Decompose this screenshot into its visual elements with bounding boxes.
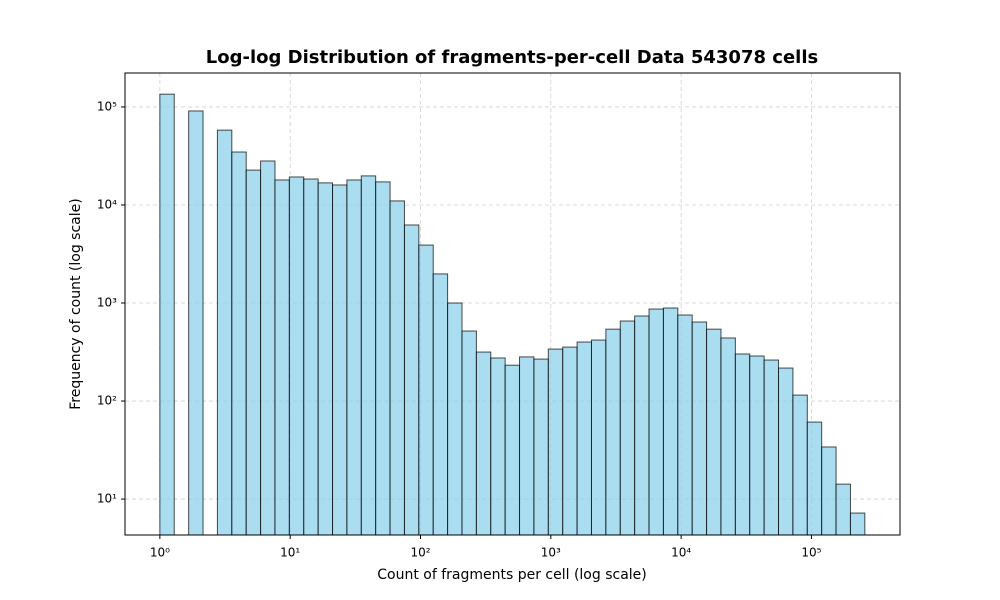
bar bbox=[576, 341, 592, 536]
bar bbox=[835, 483, 851, 536]
plot-frame bbox=[124, 72, 901, 536]
bar bbox=[432, 273, 449, 536]
bar bbox=[317, 182, 334, 536]
bar bbox=[634, 315, 650, 536]
bar bbox=[821, 446, 837, 536]
x-tick-label: 10⁵ bbox=[801, 546, 821, 560]
bar bbox=[288, 176, 305, 536]
x-tick-label: 10² bbox=[410, 546, 430, 560]
bar bbox=[763, 359, 780, 536]
bar bbox=[648, 308, 664, 536]
bar bbox=[346, 179, 362, 536]
bar bbox=[547, 348, 564, 536]
bar bbox=[720, 337, 736, 536]
bar bbox=[490, 357, 506, 536]
x-tick-label: 10⁰ bbox=[150, 546, 170, 560]
bar bbox=[418, 244, 434, 536]
x-axis-label: Count of fragments per cell (log scale) bbox=[377, 567, 647, 583]
bar bbox=[375, 181, 391, 536]
y-tick-label: 10² bbox=[97, 394, 117, 408]
y-axis-label: Frequency of count (log scale) bbox=[68, 198, 84, 409]
bar bbox=[706, 328, 722, 536]
bar bbox=[533, 358, 549, 536]
bar bbox=[504, 364, 521, 536]
bar bbox=[231, 151, 247, 536]
bar bbox=[806, 421, 823, 536]
bar bbox=[461, 330, 477, 536]
bar bbox=[389, 200, 405, 536]
bar bbox=[188, 110, 204, 536]
bar bbox=[360, 175, 377, 536]
bar bbox=[475, 351, 492, 536]
bar bbox=[332, 184, 348, 536]
y-tick-label: 10³ bbox=[97, 296, 117, 310]
bar bbox=[159, 93, 175, 536]
bar bbox=[216, 129, 233, 536]
bar bbox=[778, 367, 794, 536]
x-tick-label: 10⁴ bbox=[671, 546, 691, 560]
bar bbox=[605, 328, 621, 536]
bar bbox=[245, 169, 262, 536]
bar bbox=[749, 355, 765, 536]
bar bbox=[303, 178, 319, 536]
y-tick-label: 10⁴ bbox=[97, 197, 117, 211]
bar bbox=[619, 320, 636, 536]
bar bbox=[403, 224, 420, 536]
bar bbox=[849, 512, 866, 536]
bar bbox=[274, 179, 290, 536]
y-tick-label: 10⁵ bbox=[97, 99, 117, 113]
bar bbox=[590, 339, 607, 536]
bar bbox=[792, 394, 808, 536]
bar bbox=[677, 314, 693, 536]
bar bbox=[519, 356, 535, 536]
y-tick-label: 10¹ bbox=[97, 492, 117, 506]
bar bbox=[734, 353, 751, 536]
bar bbox=[447, 302, 463, 536]
chart-title: Log-log Distribution of fragments-per-ce… bbox=[206, 47, 818, 68]
x-tick-label: 10¹ bbox=[280, 546, 300, 560]
bar bbox=[691, 321, 708, 536]
bar bbox=[662, 307, 679, 536]
bar bbox=[562, 346, 578, 536]
bar bbox=[260, 160, 276, 536]
x-tick-label: 10³ bbox=[541, 546, 561, 560]
